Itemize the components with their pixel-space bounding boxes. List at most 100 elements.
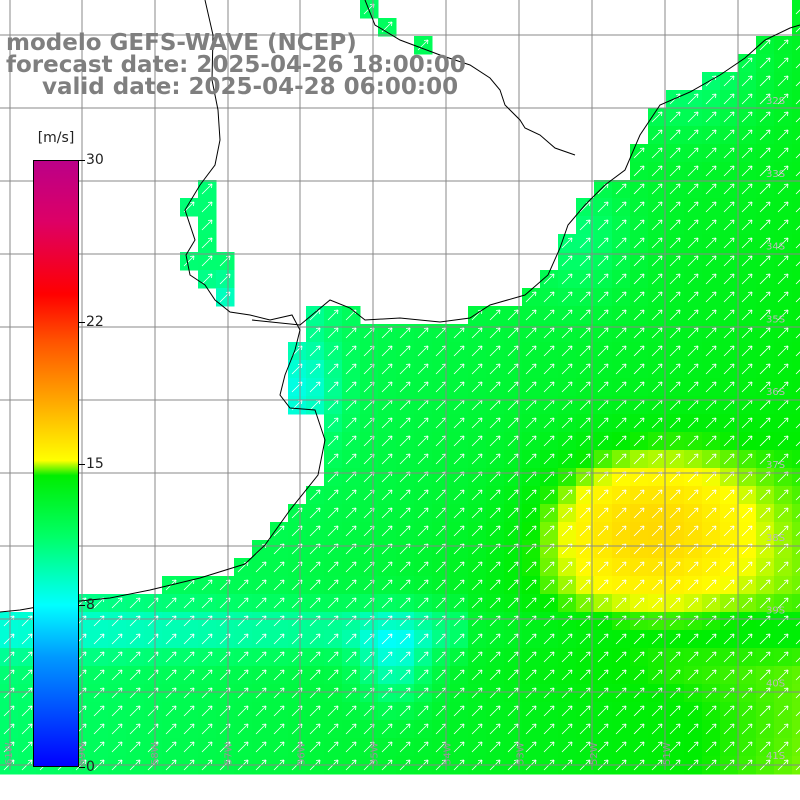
wind-arrow xyxy=(327,525,339,537)
wind-arrow xyxy=(345,597,357,609)
wind-arrow xyxy=(615,507,627,519)
wind-arrow xyxy=(777,417,789,429)
wind-arrow xyxy=(309,489,321,501)
wind-arrow xyxy=(795,513,800,519)
wind-arrow xyxy=(507,327,519,339)
wind-arrow xyxy=(633,147,645,159)
wind-arrow xyxy=(669,435,681,447)
wind-cell xyxy=(792,414,800,433)
wind-arrow xyxy=(417,705,429,717)
wind-arrow xyxy=(795,387,800,393)
wind-arrow xyxy=(417,381,429,393)
wind-arrow xyxy=(759,39,771,51)
wind-arrow xyxy=(525,435,537,447)
wind-arrow xyxy=(669,669,681,681)
wind-arrow xyxy=(741,111,753,123)
wind-arrow xyxy=(543,327,555,339)
wind-arrow xyxy=(237,597,249,609)
wind-arrow xyxy=(687,345,699,357)
wind-arrow xyxy=(183,201,195,213)
wind-arrow xyxy=(327,561,339,573)
wind-arrow xyxy=(651,111,663,123)
latitude-label: 36S xyxy=(766,387,785,398)
wind-arrow xyxy=(705,327,717,339)
wind-cell xyxy=(792,90,800,109)
wind-arrow xyxy=(561,687,573,699)
wind-arrow xyxy=(201,651,213,663)
wind-arrow xyxy=(597,489,609,501)
wind-arrow xyxy=(273,687,285,699)
wind-arrow xyxy=(381,453,393,465)
wind-arrow xyxy=(651,741,663,753)
wind-arrow xyxy=(381,705,393,717)
wind-arrow xyxy=(597,687,609,699)
wind-arrow xyxy=(399,363,411,375)
wind-arrow xyxy=(201,705,213,717)
wind-arrow xyxy=(507,669,519,681)
wind-arrow xyxy=(651,219,663,231)
wind-arrow xyxy=(417,507,429,519)
wind-arrow xyxy=(687,111,699,123)
wind-arrow xyxy=(723,579,735,591)
wind-arrow xyxy=(669,183,681,195)
wind-arrow xyxy=(615,435,627,447)
wind-cell xyxy=(792,702,800,721)
wind-arrow xyxy=(687,579,699,591)
wind-arrow xyxy=(705,129,717,141)
latitude-labels: 32S 33S 34S 35S 36S 37S 38S 39S 40S 41S xyxy=(766,96,785,762)
wind-arrow xyxy=(705,201,717,213)
wind-arrow xyxy=(795,423,800,429)
wind-arrow xyxy=(543,633,555,645)
wind-arrow xyxy=(417,39,429,51)
wind-arrow xyxy=(417,633,429,645)
wind-arrow xyxy=(759,309,771,321)
wind-arrow xyxy=(93,633,105,645)
wind-arrow xyxy=(741,687,753,699)
wind-cell xyxy=(792,720,800,739)
wind-arrow xyxy=(633,525,645,537)
colorbar-tick-mark xyxy=(79,767,85,768)
wind-arrow xyxy=(687,327,699,339)
wind-arrow xyxy=(327,363,339,375)
wind-arrow xyxy=(471,561,483,573)
wind-arrow xyxy=(723,633,735,645)
wind-arrow xyxy=(669,309,681,321)
wind-arrow xyxy=(705,309,717,321)
wind-arrow xyxy=(507,381,519,393)
wind-arrow xyxy=(453,723,465,735)
wind-arrow xyxy=(741,183,753,195)
wind-arrow xyxy=(777,309,789,321)
wind-arrow xyxy=(723,201,735,213)
wind-arrow xyxy=(399,327,411,339)
latitude-label: 35S xyxy=(766,314,785,325)
wind-arrow xyxy=(687,453,699,465)
wind-arrow xyxy=(777,237,789,249)
wind-arrow xyxy=(399,345,411,357)
wind-arrow xyxy=(507,345,519,357)
wind-arrow xyxy=(723,75,735,87)
wind-arrow xyxy=(759,75,771,87)
wind-arrow xyxy=(597,579,609,591)
colorbar-tick-mark xyxy=(79,321,85,323)
wind-arrow xyxy=(471,507,483,519)
wind-arrow xyxy=(777,201,789,213)
wind-arrow xyxy=(399,561,411,573)
wind-arrow xyxy=(579,453,591,465)
wind-arrow xyxy=(399,453,411,465)
wind-arrow xyxy=(615,453,627,465)
wind-arrow xyxy=(111,723,123,735)
wind-arrow xyxy=(561,651,573,663)
wind-arrow xyxy=(723,435,735,447)
wind-arrow xyxy=(723,417,735,429)
wind-arrow xyxy=(579,489,591,501)
wind-arrow xyxy=(3,741,15,753)
wind-arrow xyxy=(777,381,789,393)
wind-arrow xyxy=(723,291,735,303)
wind-arrow xyxy=(705,255,717,267)
wind-arrow xyxy=(381,741,393,753)
wind-cell xyxy=(792,36,800,55)
wind-arrow xyxy=(777,39,789,51)
wind-cell xyxy=(792,18,800,37)
wind-arrow xyxy=(723,741,735,753)
wind-arrow xyxy=(795,207,800,213)
